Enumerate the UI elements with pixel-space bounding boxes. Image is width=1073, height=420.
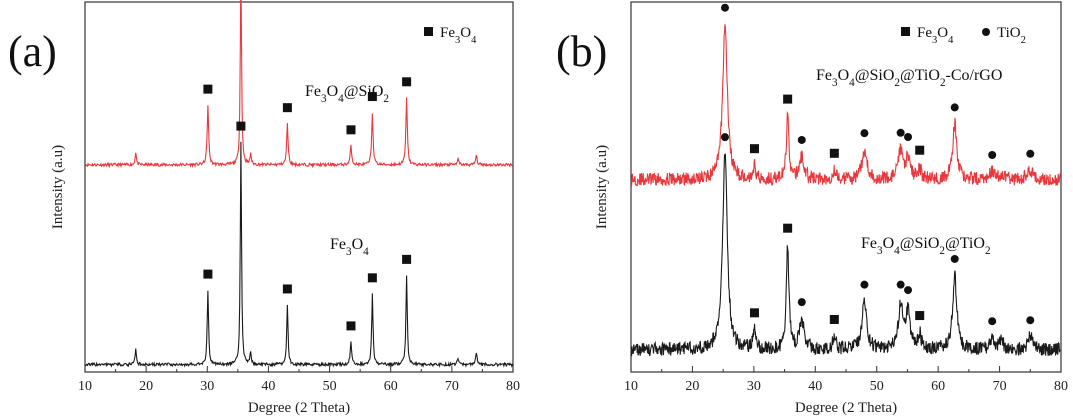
series-line-1 [85,141,513,368]
peak-circle-marker [1026,316,1035,325]
peak-circle-marker [797,135,806,144]
peak-square-marker [829,314,839,324]
peak-square-marker [402,254,412,264]
legend-label-0: Fe3O4 [917,25,954,46]
peak-circle-marker [904,132,913,141]
series-line-0 [631,24,1061,187]
x-tick-label: 20 [685,379,699,394]
series-line-0 [85,0,513,169]
plot-frame [84,1,514,373]
x-axis-title: Degree (2 Theta) [795,400,897,416]
y-axis-title: Intensity (a.u) [50,145,66,229]
peak-square-marker [282,284,292,294]
peak-square-marker [367,273,377,283]
peak-circle-marker [988,150,997,159]
peak-square-marker [236,121,246,131]
peak-circle-marker [950,103,959,112]
peak-square-marker [915,311,925,321]
legend-square-marker [424,27,433,36]
panel-b: 10 20 30 40 50 60 70 80 Degree (2 Theta) Intensit… [556,1,1068,416]
x-tick-label: 60 [931,379,945,394]
peak-square-marker [915,145,925,155]
series-label-1: Fe3O4@SiO2@TiO2 [861,235,991,257]
x-tick-label: 80 [1054,379,1068,394]
peak-square-marker [203,269,213,279]
x-tick-label: 70 [445,379,459,394]
x-axis-title: Degree (2 Theta) [248,400,350,416]
peak-square-marker [749,308,759,318]
peak-circle-marker [988,317,997,326]
peak-square-marker [829,148,839,158]
peak-circle-marker [797,298,806,307]
plot-frame [630,1,1062,373]
y-axis-title: Intensity (a.u) [594,145,610,229]
x-tick-label: 80 [506,379,520,394]
series-line-1 [631,153,1061,357]
peak-square-marker [282,103,292,113]
panel-a: 10 20 30 40 50 60 70 80 Degree (2 Theta) Intensit… [8,0,520,416]
x-tick-label: 40 [808,379,822,394]
series-label-0: Fe3O4@SiO2 [305,83,389,105]
peak-circle-marker [860,129,869,138]
panel-label: (a) [8,27,57,76]
peak-circle-marker [720,3,729,12]
peak-square-marker [346,125,356,135]
peak-square-marker [346,321,356,331]
peak-circle-marker [1026,149,1035,158]
legend-label-0: Fe3O4 [440,25,477,46]
peak-square-marker [783,223,793,233]
peak-circle-marker [950,254,959,263]
x-tick-label: 30 [200,379,214,394]
x-tick-label: 50 [870,379,884,394]
peak-square-marker [749,144,759,154]
peak-square-marker [783,94,793,104]
peak-square-marker [203,84,213,94]
peak-square-marker [367,92,377,102]
legend-label-1: TiO2 [997,25,1026,46]
peak-circle-marker [720,133,729,142]
x-tick-label: 30 [747,379,761,394]
panel-label: (b) [556,27,607,76]
series-label-1: Fe3O4 [330,236,369,258]
peak-circle-marker [896,128,905,137]
peak-square-marker [402,77,412,87]
x-tick-label: 10 [78,379,92,394]
x-tick-label: 10 [624,379,638,394]
legend-square-marker [901,27,910,36]
x-tick-label: 20 [139,379,153,394]
peak-circle-marker [904,286,913,295]
x-tick-label: 50 [323,379,337,394]
x-tick-label: 40 [261,379,275,394]
x-tick-label: 60 [384,379,398,394]
series-label-0: Fe3O4@SiO2@TiO2-Co/rGO [816,67,1002,89]
x-tick-label: 70 [993,379,1007,394]
peak-circle-marker [896,280,905,289]
peak-circle-marker [860,280,869,289]
legend-circle-marker [982,28,990,36]
